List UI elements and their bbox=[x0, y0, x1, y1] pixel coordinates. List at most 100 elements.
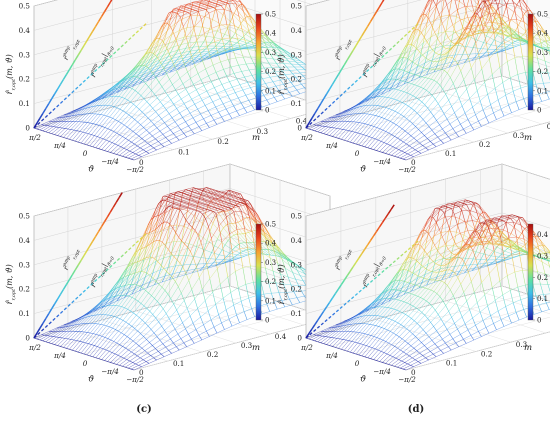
colorbar-tick-label: 0.3 bbox=[537, 253, 548, 261]
colorbar-tick-label: 0.1 bbox=[265, 87, 276, 95]
z-tick-label: 0.3 bbox=[19, 50, 31, 59]
z-tick-label: 0.1 bbox=[291, 99, 302, 108]
curve-label-amp: r̂ampr,opt bbox=[333, 246, 354, 272]
colorbar-tick-label: 0.4 bbox=[265, 30, 277, 38]
m-tick-label: 0.4 bbox=[296, 116, 308, 125]
colorbar-tick-label: 0 bbox=[265, 317, 269, 325]
theta-tick-label: −π/4 bbox=[101, 157, 119, 166]
colorbar: 0 0.1 0.2 0.3 0.4 0.5 bbox=[527, 11, 549, 115]
m-axis-label: m bbox=[524, 343, 532, 353]
z-axis: 0 0.1 0.2 0.3 0.4 0.5 r̂r,opt(m, ϑ) bbox=[277, 2, 302, 133]
theta-axis-label: ϑ bbox=[88, 375, 94, 385]
theta-tick-label: π/4 bbox=[53, 351, 66, 360]
z-tick-label: 0.1 bbox=[19, 309, 30, 318]
surface-mesh bbox=[305, 0, 550, 161]
curve-label-amp-theta0: r̂ampr,opt|ϑ=0 bbox=[361, 43, 389, 80]
m-tick-label: 0.3 bbox=[241, 341, 253, 350]
colorbar-tick-label: 0.4 bbox=[537, 231, 549, 239]
z-axis: 0 0.1 0.2 0.3 0.4 0.5 r̂r,opt(m, ϑ) bbox=[5, 212, 30, 343]
colorbar-tick-label: 0 bbox=[537, 317, 541, 325]
colorbar-gradient bbox=[255, 223, 262, 321]
colorbar-tick-label: 0.3 bbox=[265, 49, 276, 57]
edge-curves: r̂ampr,opt r̂ampr,opt|ϑ=0 bbox=[305, 204, 421, 339]
curve-label-amp: r̂ampr,opt bbox=[333, 36, 354, 62]
z-tick-label: 0.5 bbox=[291, 2, 303, 11]
z-tick-label: 0.1 bbox=[291, 309, 302, 318]
colorbar-tick-label: 0 bbox=[537, 107, 541, 115]
z-axis-label: r̂r,opt(m, ϑ) bbox=[277, 264, 289, 304]
theta-tick-label: π/2 bbox=[300, 343, 313, 352]
m-axis: 00.10.20.30.40.50.5774m bbox=[411, 122, 550, 167]
m-tick-label: 0.1 bbox=[178, 148, 189, 157]
m-tick-label: 0.1 bbox=[446, 359, 457, 368]
theta-tick-label: −π/2 bbox=[398, 375, 416, 384]
m-tick-label: 0.2 bbox=[481, 349, 492, 358]
z-axis: 0 0.1 0.2 0.3 0.4 0.5 r̂r,opt(m, ϑ) bbox=[277, 212, 302, 343]
theta-tick-label: 0 bbox=[355, 149, 360, 158]
colorbar-tick-label: 0.4 bbox=[265, 240, 277, 248]
theta-tick-label: −π/2 bbox=[126, 375, 144, 384]
chart-panel-a: r̂ampr,opt r̂ampr,opt|ϑ=0 0 0.1 0.2 0.3 0.4 0.5… bbox=[5, 0, 347, 205]
m-tick-label: 0.4 bbox=[547, 122, 550, 131]
theta-axis: π/2 π/4 0 −π/4 −π/2 ϑ bbox=[28, 343, 144, 385]
z-tick-label: 0 bbox=[297, 334, 302, 343]
colorbar: 0 0.1 0.2 0.3 0.4 0.5 bbox=[255, 11, 277, 115]
colorbar-tick-label: 0.4 bbox=[537, 30, 549, 38]
z-axis: 0 0.1 0.2 0.3 0.4 0.5 r̂r,opt(m, ϑ) bbox=[5, 2, 30, 133]
m-tick-label: 0 bbox=[411, 158, 416, 167]
chart-panel-c: r̂ampr,opt r̂ampr,opt|ϑ=0 0 0.1 0.2 0.3 0.4 0.5… bbox=[5, 163, 361, 415]
z-tick-label: 0.1 bbox=[19, 99, 30, 108]
colorbar-tick-label: 0.2 bbox=[537, 68, 548, 76]
m-axis-label: m bbox=[524, 133, 532, 143]
z-tick-label: 0 bbox=[297, 124, 302, 133]
theta-tick-label: −π/4 bbox=[373, 367, 391, 376]
colorbar-gradient bbox=[527, 13, 534, 111]
theta-tick-label: −π/2 bbox=[126, 165, 144, 174]
theta-tick-label: 0 bbox=[355, 359, 360, 368]
curve-label-amp-theta0: r̂ampr,opt|ϑ=0 bbox=[361, 253, 389, 290]
colorbar-tick-label: 0.5 bbox=[265, 221, 276, 229]
theta-axis-label: ϑ bbox=[360, 375, 366, 385]
colorbar-tick-label: 0.2 bbox=[265, 68, 276, 76]
chart-panel-b: r̂ampr,opt r̂ampr,opt|ϑ=0 0 0.1 0.2 0.3 0.4 0.5… bbox=[277, 0, 550, 205]
m-tick-label: 0.1 bbox=[445, 149, 456, 158]
m-tick-label: 0 bbox=[411, 368, 416, 377]
edge-curves: r̂ampr,opt r̂ampr,opt|ϑ=0 bbox=[33, 0, 149, 129]
z-tick-label: 0.2 bbox=[291, 285, 302, 294]
panel-caption: (d) bbox=[408, 404, 424, 415]
theta-tick-label: −π/4 bbox=[373, 157, 391, 166]
m-axis-label: m bbox=[252, 133, 260, 143]
z-tick-label: 0.5 bbox=[19, 2, 31, 11]
z-tick-label: 0 bbox=[25, 334, 30, 343]
colorbar: 0 0.1 0.2 0.3 0.4 0.5 bbox=[255, 221, 277, 325]
theta-tick-label: −π/2 bbox=[398, 165, 416, 174]
curve-label-amp: r̂ampr,opt bbox=[61, 246, 82, 272]
m-axis: 00.10.20.30.40.50.5611m bbox=[411, 340, 532, 377]
curve-label-amp-theta0: r̂ampr,opt|ϑ=0 bbox=[89, 253, 117, 290]
z-axis-label: r̂r,opt(m, ϑ) bbox=[5, 54, 17, 94]
theta-axis: π/2 π/4 0 −π/4 −π/2 ϑ bbox=[28, 133, 144, 175]
z-tick-label: 0.5 bbox=[291, 212, 303, 221]
theta-tick-label: 0 bbox=[83, 149, 88, 158]
edge-curves: r̂ampr,opt r̂ampr,opt|ϑ=0 bbox=[305, 0, 421, 129]
theta-tick-label: π/4 bbox=[325, 351, 338, 360]
colorbar-tick-label: 0.1 bbox=[537, 87, 548, 95]
colorbar-tick-label: 0.1 bbox=[537, 295, 548, 303]
colorbar-tick-label: 0.5 bbox=[265, 11, 276, 19]
theta-tick-label: π/4 bbox=[53, 141, 66, 150]
z-tick-label: 0.5 bbox=[19, 212, 31, 221]
z-tick-label: 0.4 bbox=[19, 26, 31, 35]
colorbar-gradient bbox=[255, 13, 262, 111]
z-axis-label: r̂r,opt(m, ϑ) bbox=[5, 264, 17, 304]
theta-tick-label: π/4 bbox=[325, 141, 338, 150]
edge-curves: r̂ampr,opt r̂ampr,opt|ϑ=0 bbox=[33, 192, 149, 339]
theta-axis-label: ϑ bbox=[360, 165, 366, 175]
colorbar-tick-label: 0.3 bbox=[265, 259, 276, 267]
z-tick-label: 0.2 bbox=[19, 285, 30, 294]
colorbar: 0 0.1 0.2 0.3 0.4 bbox=[527, 223, 549, 325]
theta-tick-label: −π/4 bbox=[101, 367, 119, 376]
theta-axis: π/2 π/4 0 −π/4 −π/2 ϑ bbox=[300, 343, 416, 385]
theta-tick-label: π/2 bbox=[300, 133, 313, 142]
m-tick-label: 0 bbox=[139, 158, 144, 167]
